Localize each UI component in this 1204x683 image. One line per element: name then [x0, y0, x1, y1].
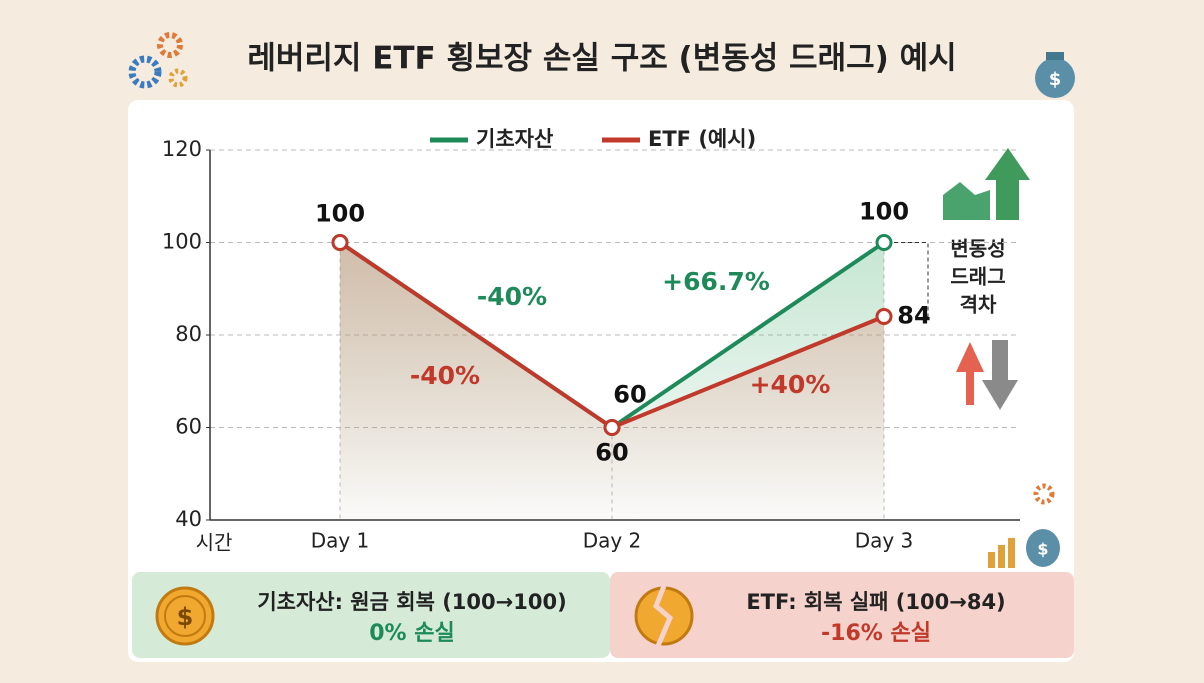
svg-text:$: $	[177, 603, 194, 631]
legend-label: ETF (예시)	[648, 127, 756, 151]
point	[603, 419, 621, 436]
x-axis-label: 시간	[196, 531, 233, 555]
area	[340, 242, 884, 520]
bottom-right-icon: $	[988, 483, 1060, 568]
up-arrow-icon	[943, 148, 1030, 410]
change-label: -40%	[477, 282, 547, 311]
panel-red	[610, 572, 1074, 658]
chart-title: 레버리지 ETF 횡보장 손실 구조 (변동성 드래그) 예시	[247, 41, 956, 77]
card	[128, 100, 1074, 662]
point	[875, 234, 893, 251]
panel-result: 0% 손실	[369, 621, 455, 646]
y-tick-label: 100	[162, 230, 202, 254]
gap-bracket	[894, 242, 929, 317]
gap-label: 드래그	[950, 265, 1005, 289]
change-label: +66.7%	[662, 267, 770, 296]
x-tick-label: Day 2	[583, 529, 642, 553]
gap-label: 변동성	[950, 237, 1005, 261]
change-label: +40%	[750, 370, 831, 399]
point	[331, 234, 349, 251]
data-label: 100	[859, 198, 909, 226]
svg-text:$: $	[1037, 540, 1048, 559]
x-tick-label: Day 3	[855, 529, 914, 553]
y-tick-label: 60	[175, 415, 202, 439]
svg-text:$: $	[1049, 69, 1062, 90]
point	[875, 308, 893, 325]
legend-label: 기초자산	[476, 127, 553, 151]
change-label: -40%	[410, 361, 480, 390]
gear-icon	[128, 32, 188, 89]
data-label: 60	[613, 381, 646, 409]
money-bag-icon: $	[1035, 52, 1075, 98]
data-label: 60	[595, 439, 628, 467]
data-label: 100	[315, 200, 365, 228]
y-tick-label: 80	[175, 322, 202, 346]
panel-green	[132, 572, 610, 658]
panel-result: -16% 손실	[821, 621, 931, 646]
panel-title: ETF: 회복 실패 (100→84)	[746, 590, 1005, 614]
coin-icon: $	[155, 585, 694, 647]
data-label: 84	[897, 302, 930, 330]
y-tick-label: 40	[175, 507, 202, 531]
x-tick-label: Day 1	[311, 529, 370, 553]
y-tick-label: 120	[162, 137, 202, 161]
panel-title: 기초자산: 원금 회복 (100→100)	[257, 590, 566, 614]
gap-label: 격차	[960, 293, 997, 317]
